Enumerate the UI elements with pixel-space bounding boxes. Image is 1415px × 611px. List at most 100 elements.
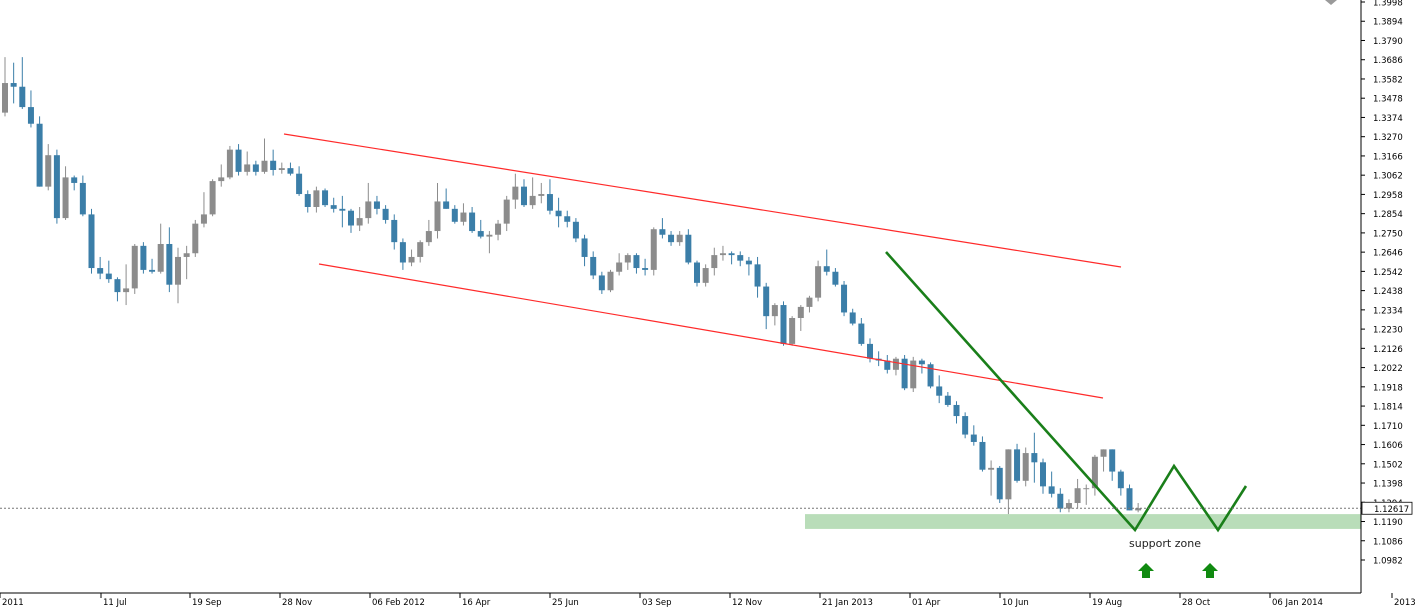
candle-body	[953, 404, 960, 417]
candle-body	[356, 218, 363, 226]
candle-body	[365, 201, 372, 219]
candle-body	[399, 242, 406, 263]
candle-body	[1100, 449, 1107, 457]
candle-body	[486, 234, 493, 237]
y-tick-label: 1.3894	[1373, 18, 1403, 28]
candle-body	[235, 149, 242, 172]
candle-body	[754, 264, 761, 287]
scroll-marker-icon	[1325, 0, 1337, 5]
candle-body	[936, 386, 943, 396]
x-tick-label: 06 Feb 2012	[372, 598, 425, 607]
candle-body	[434, 201, 441, 232]
lower-channel-line	[318, 263, 1104, 399]
x-tick-label: 2013	[1394, 598, 1415, 607]
y-tick-label: 1.0982	[1373, 557, 1403, 567]
candle-body	[892, 358, 899, 370]
y-tick-label: 1.1710	[1373, 422, 1403, 432]
candle-body	[737, 255, 744, 261]
upper-channel-line	[283, 133, 1122, 268]
candle-body	[348, 210, 354, 226]
candle-body	[417, 242, 424, 257]
candle-body	[867, 343, 873, 359]
candle-body	[1022, 453, 1029, 481]
x-tick-label: 21 Jan 2013	[822, 598, 873, 607]
x-tick-label: 28 Nov	[282, 598, 312, 607]
candle-body	[209, 181, 216, 215]
candle-body	[546, 194, 553, 211]
candle-body	[287, 168, 294, 174]
candle-body	[841, 284, 848, 313]
candle-body	[564, 216, 571, 222]
x-tick-label: 12 Nov	[732, 598, 762, 607]
current-price-tag	[1361, 501, 1413, 515]
candle-body	[460, 212, 467, 222]
trend-lines-layer	[0, 133, 1361, 578]
y-tick-label: 1.2438	[1373, 287, 1403, 297]
candle-body	[183, 253, 190, 257]
y-tick-label: 1.3582	[1373, 75, 1403, 85]
candle-body	[598, 275, 605, 291]
candle-body	[711, 255, 718, 269]
candle-body	[71, 177, 78, 183]
candle-body	[512, 186, 519, 200]
candle-body	[572, 221, 579, 239]
x-tick-label: 03 Sep	[642, 598, 672, 607]
candle-body	[1057, 493, 1064, 509]
candles-layer	[2, 57, 1142, 515]
candle-body	[45, 155, 52, 187]
candle-body	[685, 234, 692, 263]
candle-body	[728, 253, 735, 256]
candle-body	[910, 360, 917, 389]
candle-body	[218, 177, 225, 182]
candle-body	[36, 123, 43, 187]
candle-body	[97, 268, 104, 274]
y-tick-label: 1.3062	[1373, 172, 1403, 182]
candle-body	[944, 395, 951, 405]
y-tick-label: 1.3686	[1373, 56, 1403, 66]
candle-body	[304, 194, 311, 207]
y-tick-label: 1.1606	[1373, 441, 1403, 451]
candle-body	[607, 271, 614, 291]
candle-body	[443, 201, 450, 209]
y-tick-label: 1.2750	[1373, 229, 1403, 239]
candle-body	[849, 312, 856, 324]
x-tick-label: 28 Oct	[1182, 598, 1211, 607]
candle-body	[503, 199, 510, 224]
candle-body	[391, 219, 398, 243]
candle-body	[88, 214, 95, 269]
candle-body	[884, 360, 891, 370]
candle-body	[261, 160, 268, 172]
candle-body	[226, 149, 233, 178]
y-tick-label: 1.2542	[1373, 268, 1403, 278]
y-tick-label: 1.3790	[1373, 37, 1403, 47]
y-tick-label: 1.3998	[1373, 0, 1403, 9]
support-zone	[805, 514, 1361, 529]
candle-body	[650, 229, 657, 270]
candle-body	[114, 279, 121, 293]
candle-body	[157, 243, 164, 272]
candle-body	[694, 262, 700, 283]
candle-body	[633, 255, 640, 269]
candle-body	[408, 256, 415, 263]
candle-body	[19, 86, 26, 108]
y-tick-label: 1.3166	[1373, 152, 1403, 162]
x-tick-label: 01 Apr	[912, 598, 941, 607]
x-tick-label: 19 Aug	[1092, 598, 1122, 607]
candle-body	[901, 358, 908, 389]
support-zone-layer	[805, 514, 1361, 529]
candle-body	[927, 364, 934, 387]
candle-body	[469, 212, 476, 232]
candle-body	[668, 234, 675, 243]
candle-body	[140, 245, 147, 270]
y-tick-label: 1.1814	[1373, 403, 1403, 413]
candle-body	[123, 288, 130, 293]
y-tick-label: 1.2958	[1373, 191, 1403, 201]
candle-body	[988, 467, 995, 470]
y-tick-label: 1.1086	[1373, 537, 1403, 547]
candle-body	[373, 201, 380, 209]
candle-body	[823, 266, 830, 272]
candle-body	[131, 245, 138, 289]
candle-body	[789, 318, 796, 344]
candle-body	[529, 195, 536, 206]
